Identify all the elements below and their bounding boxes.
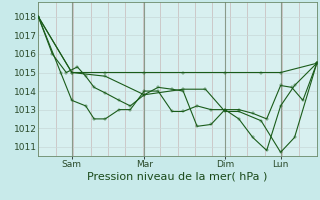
X-axis label: Pression niveau de la mer( hPa ): Pression niveau de la mer( hPa ) (87, 172, 268, 182)
